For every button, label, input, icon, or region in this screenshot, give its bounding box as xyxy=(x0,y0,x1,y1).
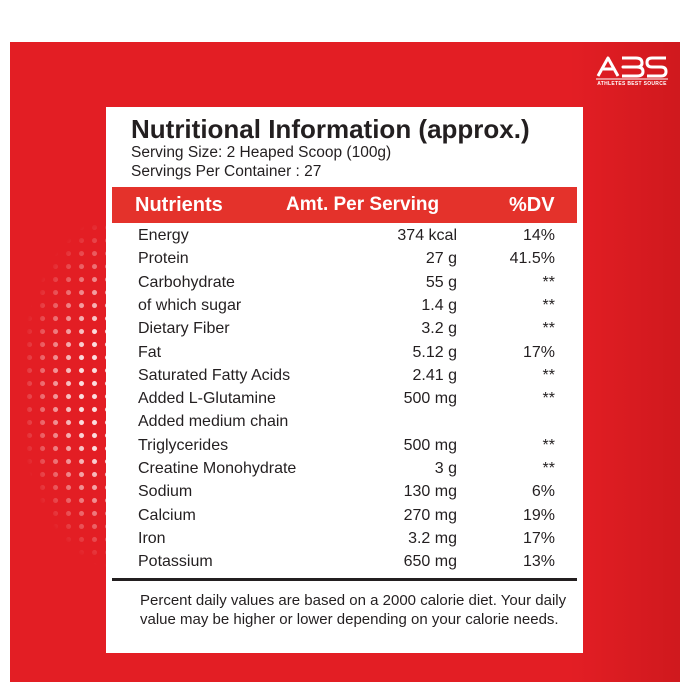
table-row: Sodium 130 mg 6% xyxy=(106,483,583,506)
nutrient-name: Dietary Fiber xyxy=(138,320,230,338)
nutrient-dv: 6% xyxy=(531,483,555,501)
nutrient-amount: 2.41 g xyxy=(412,366,457,384)
table-row: Creatine Monohydrate 3 g ** xyxy=(106,460,583,483)
nutrient-dv: 41.5% xyxy=(509,250,555,268)
nutrient-name: Sodium xyxy=(138,483,193,501)
table-row: Triglycerides 500 mg ** xyxy=(106,437,583,460)
table-row: Added L-Glutamine 500 mg ** xyxy=(106,390,583,413)
nutrient-dv: ** xyxy=(542,320,555,338)
nutrient-name: Potassium xyxy=(138,553,213,571)
nutrient-amount: 3 g xyxy=(434,460,457,477)
nutrient-name: Creatine Monohydrate xyxy=(138,460,297,477)
nutrient-name: Fat xyxy=(138,343,162,361)
nutrition-label-card: Nutritional Information (approx.) Servin… xyxy=(106,107,583,653)
nutrient-dv: ** xyxy=(542,273,555,291)
nutrient-dv: 14% xyxy=(522,227,555,244)
table-row: Potassium 650 mg 13% xyxy=(106,553,583,576)
halftone-dot-pattern xyxy=(10,182,120,602)
nutrient-name: Carbohydrate xyxy=(138,273,235,291)
serving-size: Serving Size: 2 Heaped Scoop (100g) xyxy=(131,144,392,161)
nutrient-name: of which sugar xyxy=(138,296,242,314)
table-row: Protein 27 g 41.5% xyxy=(106,250,583,273)
nutrient-amount: 130 mg xyxy=(403,483,457,501)
nutrient-dv: ** xyxy=(542,390,555,408)
abs-logo-icon xyxy=(596,56,668,80)
table-row: Energy 374 kcal 14% xyxy=(106,227,583,250)
daily-value-footnote: Percent daily values are based on a 2000… xyxy=(140,592,567,628)
nutrient-dv: 17% xyxy=(522,343,555,361)
table-row: Added medium chain xyxy=(106,413,583,436)
table-row: Fat 5.12 g 17% xyxy=(106,344,583,367)
table-divider xyxy=(112,578,577,581)
nutrient-name: Saturated Fatty Acids xyxy=(138,366,291,384)
nutrient-name: Energy xyxy=(138,227,189,244)
table-header: Nutrients Amt. Per Serving %DV xyxy=(112,187,577,223)
label-title: Nutritional Information (approx.) xyxy=(131,114,530,144)
table-row: Calcium 270 mg 19% xyxy=(106,507,583,530)
servings-per-container: Servings Per Container : 27 xyxy=(131,163,322,180)
nutrient-dv: 13% xyxy=(522,553,555,571)
nutrient-dv: ** xyxy=(542,366,555,384)
nutrient-amount: 3.2 mg xyxy=(408,529,457,547)
table-row: Carbohydrate 55 g ** xyxy=(106,274,583,297)
table-row: Dietary Fiber 3.2 g ** xyxy=(106,320,583,343)
nutrient-dv: ** xyxy=(542,460,555,477)
nutrient-amount: 5.12 g xyxy=(412,343,457,361)
nutrient-dv: ** xyxy=(542,436,555,454)
nutrient-name: Calcium xyxy=(138,506,196,524)
header-dv: %DV xyxy=(509,194,555,216)
nutrient-amount: 3.2 g xyxy=(421,320,457,338)
nutrient-dv: 19% xyxy=(522,506,555,524)
header-nutrients: Nutrients xyxy=(135,194,223,216)
nutrient-name: Added medium chain xyxy=(138,413,289,431)
header-amount: Amt. Per Serving xyxy=(286,194,440,215)
nutrient-name: Iron xyxy=(138,529,166,547)
nutrient-amount: 500 mg xyxy=(403,390,457,408)
nutrient-dv: 17% xyxy=(522,529,555,547)
logo-tagline: ATHLETES BEST SOURCE xyxy=(597,81,667,87)
nutrient-amount: 500 mg xyxy=(403,436,457,454)
nutrient-amount: 374 kcal xyxy=(397,227,457,244)
panel-shade xyxy=(570,42,680,682)
nutrient-amount: 1.4 g xyxy=(421,296,457,314)
table-row: Saturated Fatty Acids 2.41 g ** xyxy=(106,367,583,390)
nutrient-amount: 27 g xyxy=(425,250,457,268)
nutrient-amount: 55 g xyxy=(425,273,457,291)
brand-logo: ATHLETES BEST SOURCE xyxy=(592,52,672,90)
table-row: of which sugar 1.4 g ** xyxy=(106,297,583,320)
table-row: Iron 3.2 mg 17% xyxy=(106,530,583,553)
nutrient-dv: ** xyxy=(542,296,555,314)
nutrient-name: Protein xyxy=(138,250,189,268)
nutrient-amount: 270 mg xyxy=(403,506,457,524)
nutrient-amount: 650 mg xyxy=(403,553,457,571)
nutrient-name: Added L-Glutamine xyxy=(138,390,276,408)
nutrient-name: Triglycerides xyxy=(138,436,229,454)
